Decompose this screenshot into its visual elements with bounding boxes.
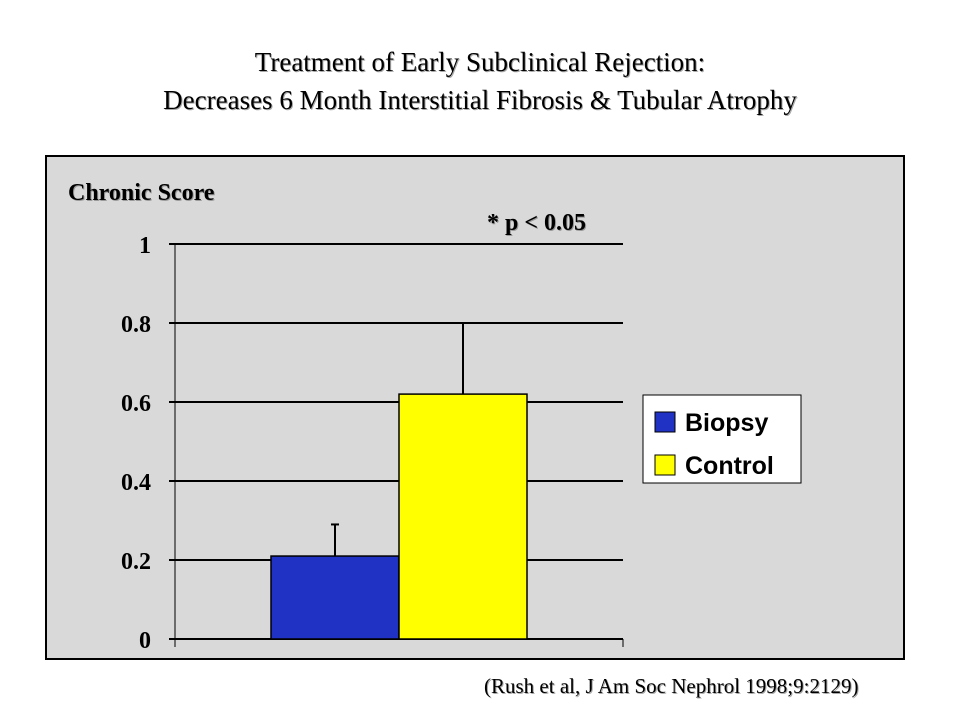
legend-label-biopsy: Biopsy — [685, 409, 768, 437]
bar-biopsy — [270, 555, 400, 640]
y-tick-label: 1 — [139, 233, 151, 259]
y-axis-label: Chronic Score — [68, 180, 215, 206]
significance-annotation: * p < 0.05 — [487, 210, 586, 236]
bar-chart: Chronic Score * p < 0.05 00.20.40.60.81 … — [68, 180, 802, 654]
citation: (Rush et al, J Am Soc Nephrol 1998;9:212… — [484, 674, 859, 698]
y-tick-label: 0.8 — [121, 312, 151, 338]
legend-label-control: Control — [685, 452, 774, 480]
bar-control — [398, 393, 528, 640]
y-tick-label: 0.2 — [121, 549, 151, 575]
chart-title-line2: Decreases 6 Month Interstitial Fibrosis … — [163, 85, 797, 115]
y-tick-label: 0.6 — [121, 391, 151, 417]
y-tick-label: 0 — [139, 628, 151, 654]
chart-title-line1: Treatment of Early Subclinical Rejection… — [254, 47, 706, 77]
legend-swatch-biopsy — [654, 411, 676, 433]
y-tick-label: 0.4 — [121, 470, 151, 496]
legend-swatch-control — [654, 454, 676, 476]
